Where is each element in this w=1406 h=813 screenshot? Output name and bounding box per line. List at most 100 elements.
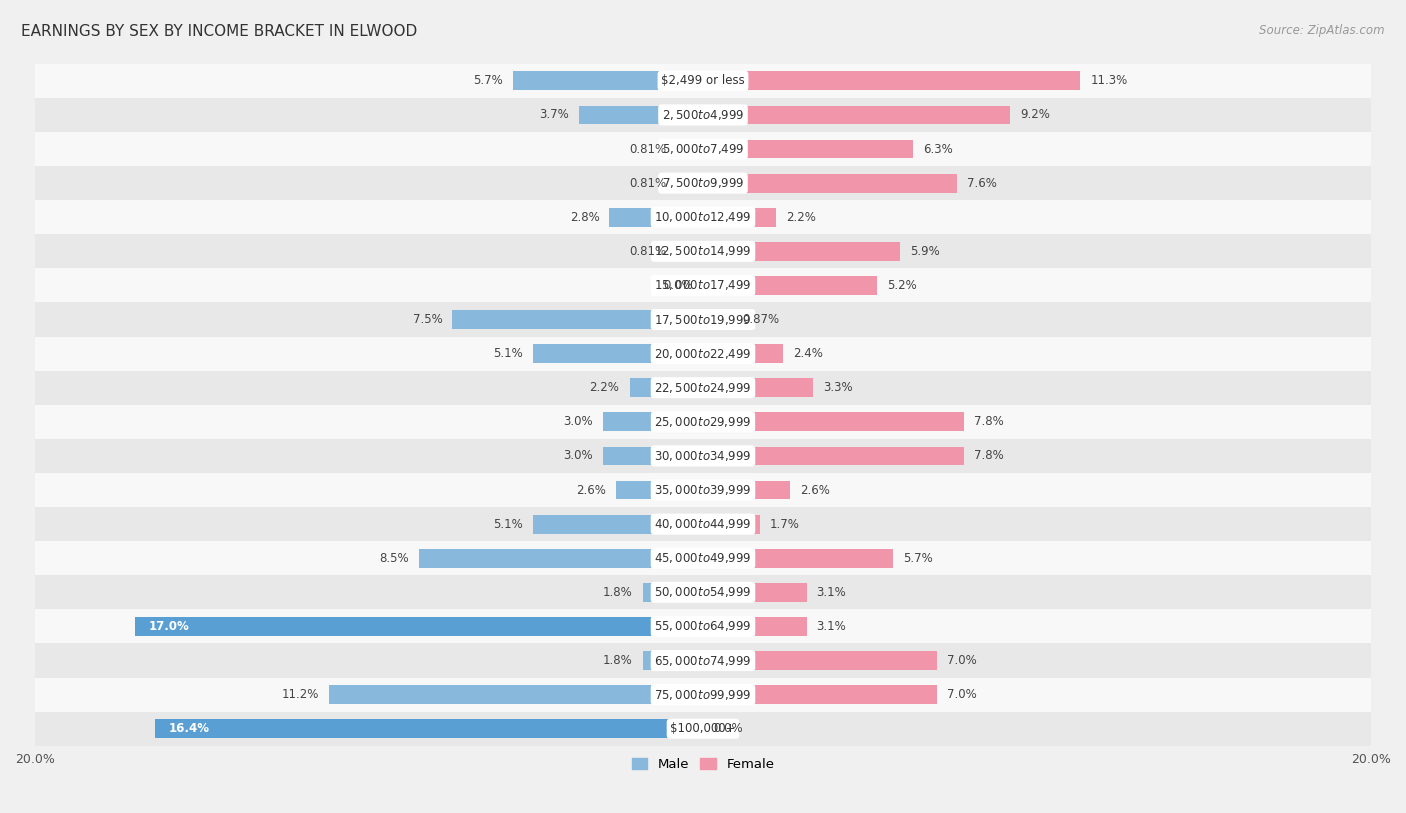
Bar (35, 268, 1371, 302)
Text: $2,499 or less: $2,499 or less (661, 74, 745, 87)
Text: $65,000 to $74,999: $65,000 to $74,999 (654, 654, 752, 667)
Text: 5.7%: 5.7% (472, 74, 502, 87)
Bar (643, 583, 703, 602)
Text: 16.4%: 16.4% (169, 722, 209, 735)
Bar (35, 337, 1371, 371)
Bar (35, 302, 1371, 337)
Text: $30,000 to $34,999: $30,000 to $34,999 (654, 449, 752, 463)
Text: 1.8%: 1.8% (603, 586, 633, 599)
Text: 3.1%: 3.1% (817, 620, 846, 633)
Text: $15,000 to $17,499: $15,000 to $17,499 (654, 278, 752, 293)
Bar (616, 480, 703, 499)
Text: $20,000 to $22,499: $20,000 to $22,499 (654, 346, 752, 361)
Bar (35, 371, 1371, 405)
Text: 7.6%: 7.6% (967, 176, 997, 189)
Bar (703, 242, 900, 261)
Text: $10,000 to $12,499: $10,000 to $12,499 (654, 211, 752, 224)
Bar (155, 720, 703, 738)
Bar (35, 63, 1371, 98)
Bar (630, 378, 703, 397)
Bar (35, 643, 1371, 677)
Text: 5.2%: 5.2% (887, 279, 917, 292)
Text: 1.7%: 1.7% (770, 518, 800, 531)
Text: $5,000 to $7,499: $5,000 to $7,499 (662, 142, 744, 156)
Text: 5.7%: 5.7% (904, 552, 934, 565)
Bar (703, 276, 877, 295)
Bar (135, 617, 703, 636)
Text: 6.3%: 6.3% (924, 142, 953, 155)
Text: 0.0%: 0.0% (664, 279, 693, 292)
Bar (453, 310, 703, 329)
Text: 3.1%: 3.1% (817, 586, 846, 599)
Text: $50,000 to $54,999: $50,000 to $54,999 (654, 585, 752, 599)
Bar (35, 610, 1371, 643)
Text: 7.8%: 7.8% (973, 415, 1004, 428)
Text: 2.6%: 2.6% (576, 484, 606, 497)
Bar (643, 651, 703, 670)
Text: 3.3%: 3.3% (824, 381, 853, 394)
Text: $40,000 to $44,999: $40,000 to $44,999 (654, 517, 752, 531)
Legend: Male, Female: Male, Female (626, 753, 780, 776)
Text: 0.81%: 0.81% (628, 176, 666, 189)
Bar (533, 344, 703, 363)
Text: 11.2%: 11.2% (281, 688, 319, 701)
Text: 5.1%: 5.1% (494, 347, 523, 360)
Bar (35, 439, 1371, 473)
Text: 2.8%: 2.8% (569, 211, 599, 224)
Bar (35, 200, 1371, 234)
Bar (703, 617, 807, 636)
Text: 0.81%: 0.81% (628, 245, 666, 258)
Bar (703, 651, 936, 670)
Bar (609, 208, 703, 227)
Text: 7.8%: 7.8% (973, 450, 1004, 463)
Bar (35, 166, 1371, 200)
Text: 1.8%: 1.8% (603, 654, 633, 667)
Text: 0.87%: 0.87% (742, 313, 779, 326)
Bar (35, 132, 1371, 166)
Text: 3.0%: 3.0% (564, 450, 593, 463)
Bar (35, 98, 1371, 132)
Bar (35, 507, 1371, 541)
Bar (419, 549, 703, 567)
Text: 3.0%: 3.0% (564, 415, 593, 428)
Bar (35, 576, 1371, 610)
Text: 0.81%: 0.81% (628, 142, 666, 155)
Bar (703, 480, 790, 499)
Bar (703, 515, 759, 533)
Bar (35, 711, 1371, 746)
Text: $2,500 to $4,999: $2,500 to $4,999 (662, 108, 744, 122)
Text: $17,500 to $19,999: $17,500 to $19,999 (654, 312, 752, 327)
Text: 7.0%: 7.0% (946, 654, 977, 667)
Text: 7.5%: 7.5% (413, 313, 443, 326)
Text: 2.2%: 2.2% (786, 211, 817, 224)
Text: 7.0%: 7.0% (946, 688, 977, 701)
Text: 11.3%: 11.3% (1091, 74, 1128, 87)
Bar (329, 685, 703, 704)
Bar (676, 140, 703, 159)
Text: 8.5%: 8.5% (380, 552, 409, 565)
Bar (533, 515, 703, 533)
Bar (703, 106, 1011, 124)
Text: $75,000 to $99,999: $75,000 to $99,999 (654, 688, 752, 702)
Bar (703, 208, 776, 227)
Text: 2.2%: 2.2% (589, 381, 620, 394)
Text: 9.2%: 9.2% (1021, 108, 1050, 121)
Bar (703, 685, 936, 704)
Text: Source: ZipAtlas.com: Source: ZipAtlas.com (1260, 24, 1385, 37)
Bar (703, 174, 957, 193)
Bar (35, 405, 1371, 439)
Bar (703, 412, 963, 431)
Text: $55,000 to $64,999: $55,000 to $64,999 (654, 620, 752, 633)
Text: 2.4%: 2.4% (793, 347, 823, 360)
Text: 5.1%: 5.1% (494, 518, 523, 531)
Text: EARNINGS BY SEX BY INCOME BRACKET IN ELWOOD: EARNINGS BY SEX BY INCOME BRACKET IN ELW… (21, 24, 418, 39)
Bar (676, 174, 703, 193)
Bar (703, 549, 893, 567)
Text: 17.0%: 17.0% (149, 620, 190, 633)
Bar (579, 106, 703, 124)
Bar (703, 310, 733, 329)
Text: $25,000 to $29,999: $25,000 to $29,999 (654, 415, 752, 428)
Bar (603, 412, 703, 431)
Bar (703, 344, 783, 363)
Bar (703, 583, 807, 602)
